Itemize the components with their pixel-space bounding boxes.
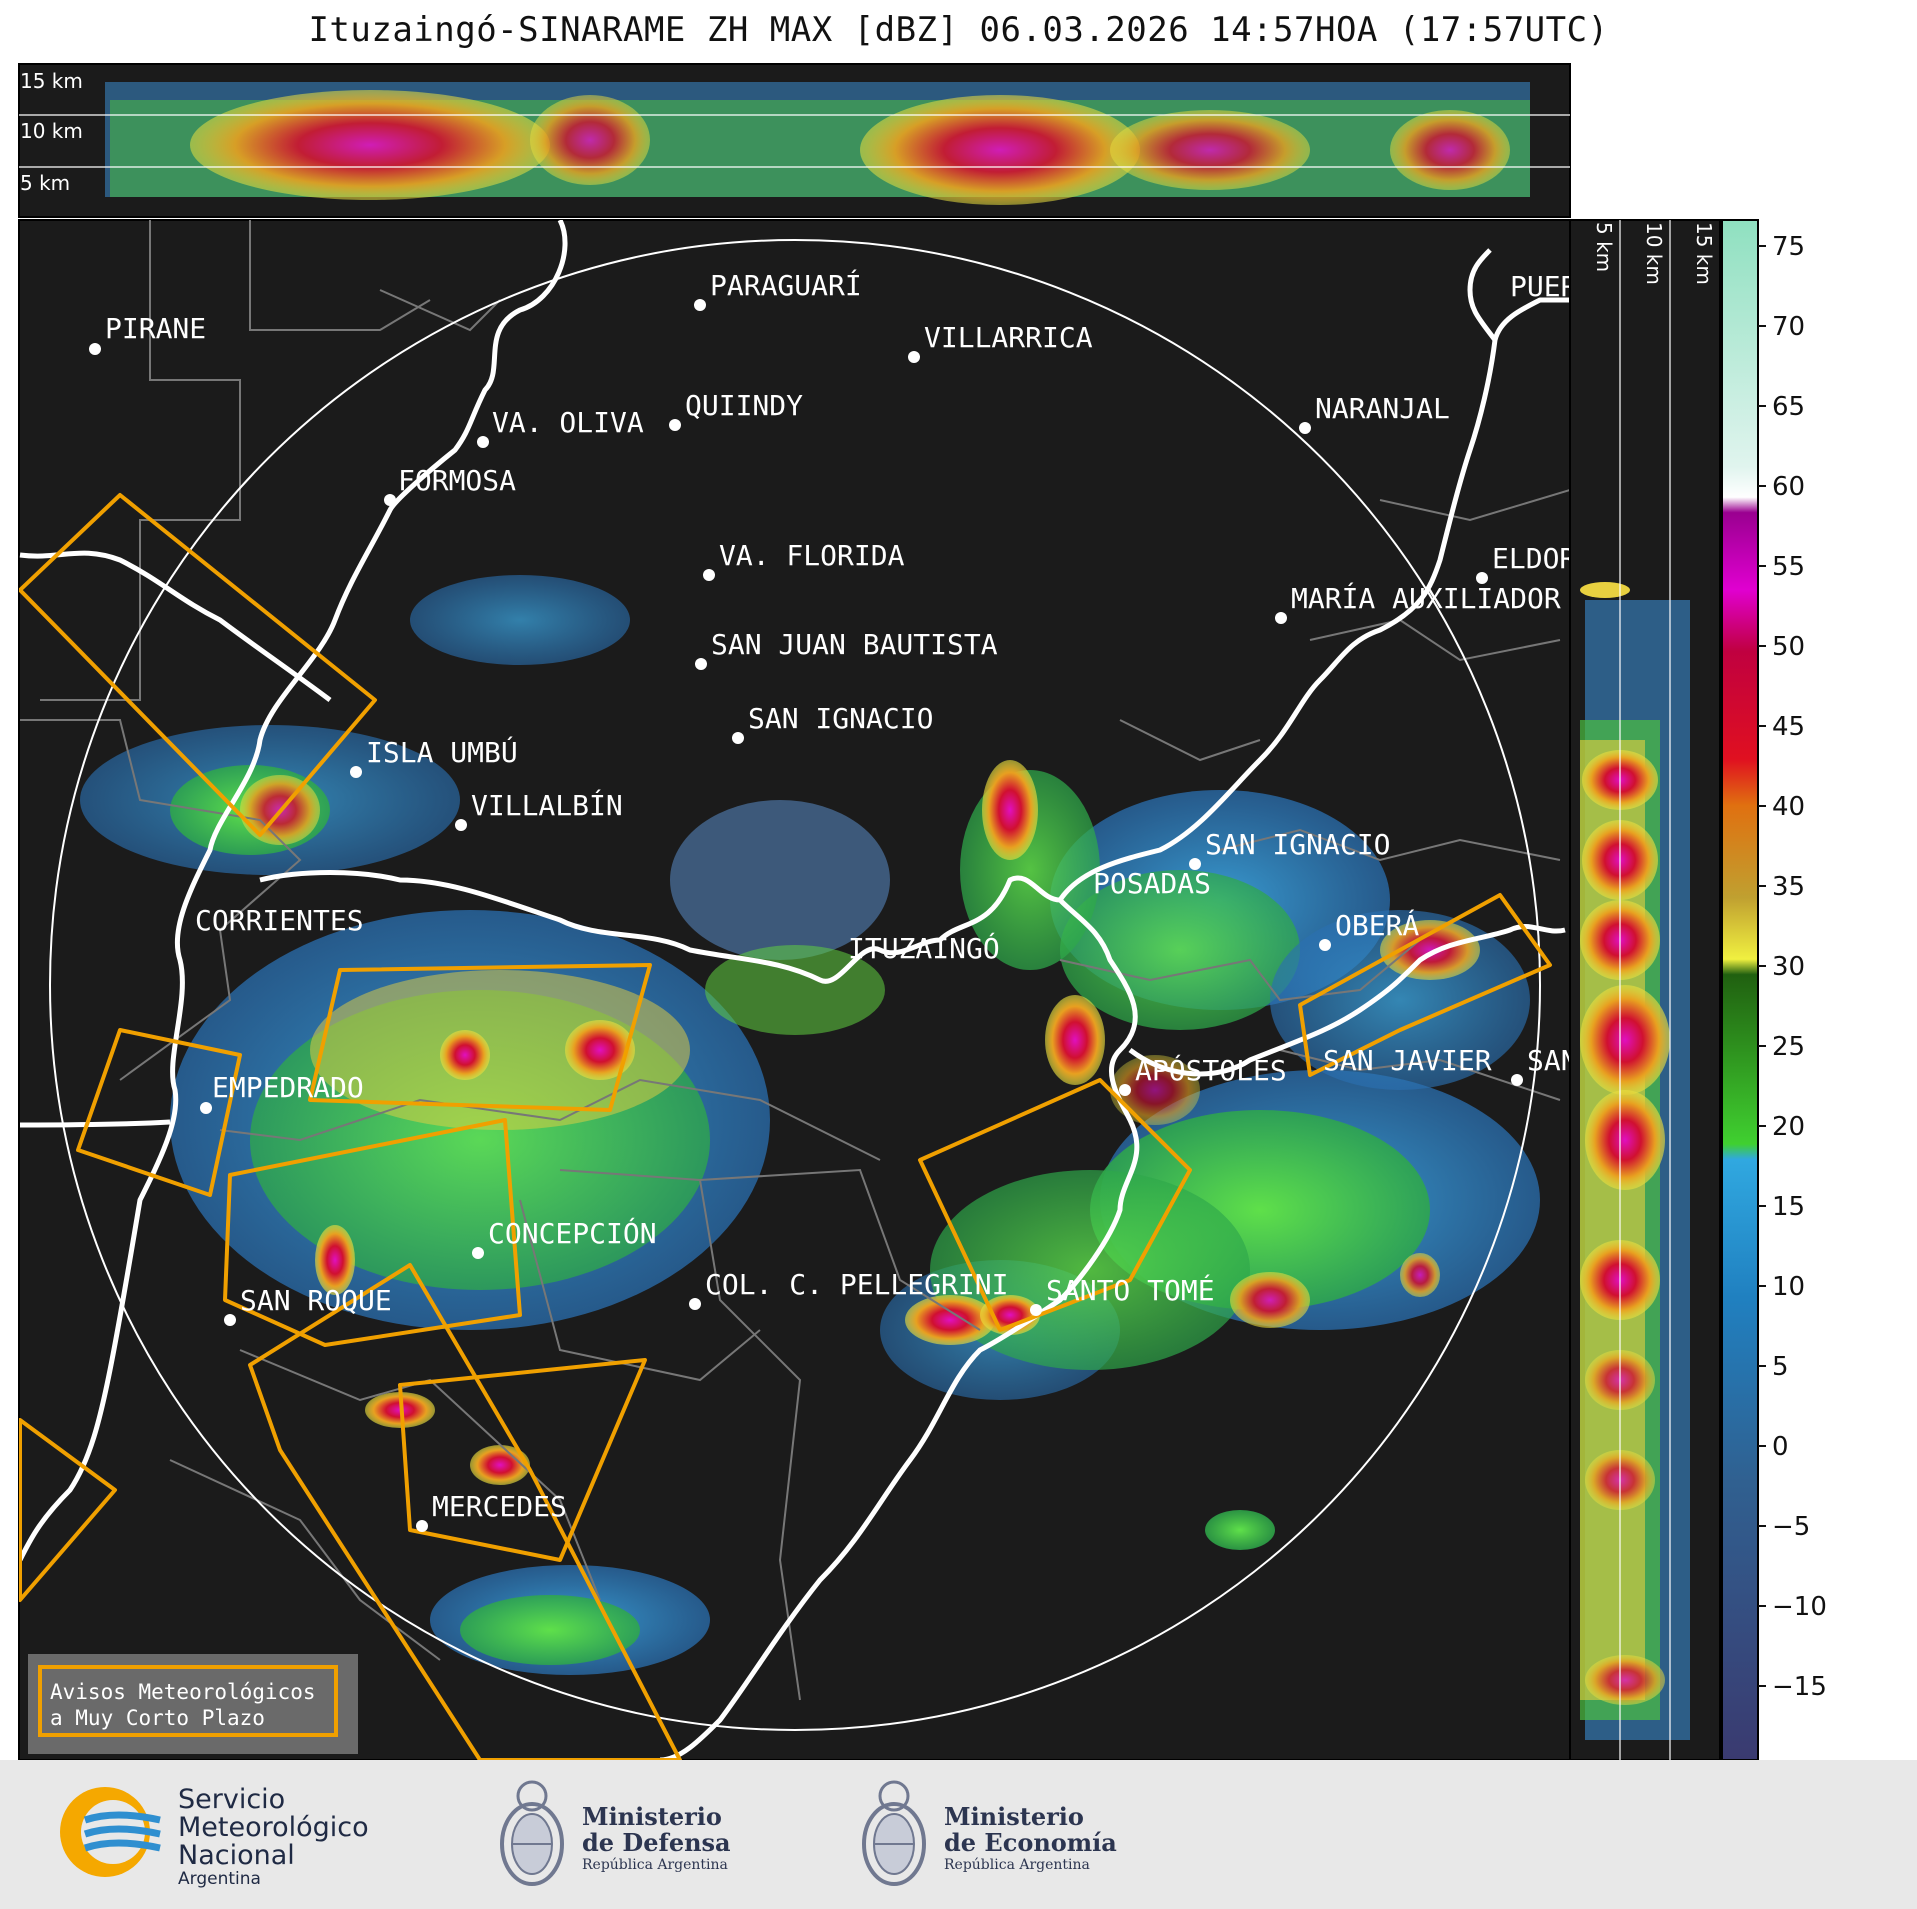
top-profile-label-15: 15 km — [20, 69, 83, 93]
city-label: PIRANE — [105, 312, 206, 345]
city-label: FORMOSA — [398, 464, 516, 497]
top-profile-label-5: 5 km — [20, 171, 70, 195]
colorbar-tick-label: −10 — [1772, 1592, 1827, 1622]
city-label: VILLARRICA — [924, 321, 1093, 354]
colorbar-tick-label: 25 — [1772, 1032, 1805, 1062]
economia-line3: República Argentina — [944, 1857, 1090, 1873]
colorbar-tick-label: 20 — [1772, 1112, 1805, 1142]
radar-map: PIRANE PARAGUARÍ VILLARRICA VA. OLIVA QU… — [18, 219, 1578, 1761]
smn-name-line1: Servicio — [178, 1784, 286, 1815]
city-label: SAN JAVIER — [1323, 1044, 1492, 1077]
city-label: NARANJAL — [1315, 392, 1450, 425]
smn-name-line2: Meteorológico — [178, 1812, 369, 1843]
city-label: ITUZAINGÓ — [848, 931, 1000, 965]
city-label: EMPEDRADO — [212, 1071, 364, 1104]
colorbar-tick-label: 70 — [1772, 312, 1805, 342]
city-markers — [89, 299, 1523, 1532]
city-label: MARÍA AUXILIADOR — [1291, 581, 1561, 615]
colorbar-tick-label: 0 — [1772, 1432, 1789, 1462]
defensa-line3: República Argentina — [582, 1857, 728, 1873]
warning-legend: Avisos Meteorológicos a Muy Corto Plazo — [38, 1665, 338, 1737]
page-title: Ituzaingó-SINARAME ZH MAX [dBZ] 06.03.20… — [308, 10, 1609, 50]
footer: Servicio Meteorológico Nacional Argentin… — [0, 1760, 1917, 1909]
colorbar-tick-label: 55 — [1772, 552, 1805, 582]
city-label: SAN IGNACIO — [748, 702, 933, 735]
city-label: ELDOR — [1492, 542, 1576, 575]
city-label: QUIINDY — [685, 389, 803, 422]
city-label: SAN IGNACIO — [1205, 828, 1390, 861]
city-label: OBERÁ — [1335, 908, 1419, 942]
city-label: CONCEPCIÓN — [488, 1216, 657, 1250]
city-label: CORRIENTES — [195, 904, 364, 937]
city-label: SAN JUAN BAUTISTA — [711, 628, 998, 661]
side-height-profile: 5 km 10 km 15 km — [1569, 219, 1721, 1761]
warning-legend-line2: a Muy Corto Plazo — [50, 1706, 265, 1730]
side-profile-label-5: 5 km — [1592, 222, 1616, 272]
city-label: VILLALBÍN — [471, 788, 623, 822]
city-label: PUER — [1510, 270, 1578, 303]
coat-of-arms-icon — [862, 1780, 926, 1886]
smn-name-line3: Nacional — [178, 1840, 295, 1871]
side-profile-label-10: 10 km — [1642, 222, 1666, 285]
colorbar-tick-label: 10 — [1772, 1272, 1805, 1302]
top-height-profile: 15 km 10 km 5 km — [18, 63, 1571, 218]
side-profile-label-15: 15 km — [1692, 222, 1716, 285]
economia-line1: Ministerio — [944, 1802, 1084, 1831]
city-label: SAN — [1527, 1044, 1578, 1077]
warning-polygons — [19, 493, 1552, 1760]
warning-legend-panel — [28, 1654, 358, 1754]
colorbar-tick-label: 15 — [1772, 1192, 1805, 1222]
colorbar-tick-label: −5 — [1772, 1512, 1810, 1542]
city-label: APÓSTOLES — [1135, 1053, 1287, 1087]
city-label: MERCEDES — [432, 1490, 567, 1523]
top-profile-label-10: 10 km — [20, 119, 83, 143]
colorbar-tick-label: 45 — [1772, 712, 1805, 742]
city-label: PARAGUARÍ — [710, 268, 862, 302]
economia-line2: de Economía — [944, 1828, 1117, 1857]
colorbar-tick-label: −15 — [1772, 1672, 1827, 1702]
defensa-line1: Ministerio — [582, 1802, 722, 1831]
rivers — [19, 220, 1570, 1760]
precipitation-echoes — [80, 575, 1540, 1675]
city-label: POSADAS — [1093, 867, 1211, 900]
colorbar-tick-label: 5 — [1772, 1352, 1789, 1382]
colorbar-tick-label: 30 — [1772, 952, 1805, 982]
colorbar-tick-label: 65 — [1772, 392, 1805, 422]
range-ring — [49, 239, 1541, 1731]
colorbar-tick-label: 40 — [1772, 792, 1805, 822]
colorbar-tick-label: 50 — [1772, 632, 1805, 662]
warning-legend-line1: Avisos Meteorológicos — [50, 1680, 316, 1704]
smn-logo-icon — [60, 1787, 161, 1877]
colorbar-tick-label: 75 — [1772, 232, 1805, 262]
colorbar-tick-label: 60 — [1772, 472, 1805, 502]
city-label: ISLA UMBÚ — [366, 735, 518, 769]
defensa-line2: de Defensa — [582, 1828, 731, 1857]
smn-name-line4: Argentina — [178, 1869, 261, 1889]
city-labels: PIRANE PARAGUARÍ VILLARRICA VA. OLIVA QU… — [105, 268, 1578, 1523]
city-label: SANTO TOMÉ — [1046, 1273, 1215, 1307]
city-label: COL. C. PELLEGRINI — [705, 1268, 1008, 1301]
city-label: SAN ROQUE — [240, 1284, 392, 1317]
city-label: VA. FLORIDA — [719, 539, 905, 572]
city-label: VA. OLIVA — [492, 406, 644, 439]
coat-of-arms-icon — [500, 1780, 564, 1886]
colorbar-tick-label: 35 — [1772, 872, 1805, 902]
